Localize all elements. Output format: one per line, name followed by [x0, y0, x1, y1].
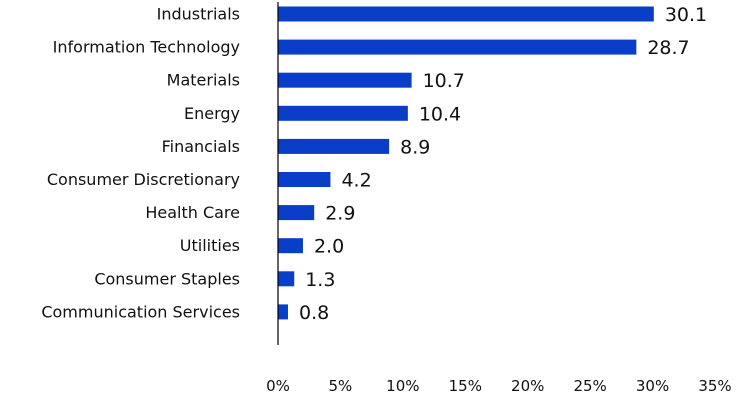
bar-utilities: [278, 238, 303, 254]
x-axis-ticks: 0% 5% 10% 15% 20% 25% 30% 35%: [266, 377, 732, 395]
value-label-communication-services: 0.8: [299, 302, 329, 324]
category-label-industrials: Industrials: [157, 5, 240, 24]
x-tick-label: 35%: [698, 377, 731, 395]
bar-energy: [278, 105, 408, 121]
x-tick-label: 5%: [329, 377, 353, 395]
x-tick-label: 25%: [573, 377, 606, 395]
x-tick-label: 10%: [386, 377, 419, 395]
category-label-energy: Energy: [184, 104, 240, 123]
value-label-consumer-staples: 1.3: [305, 269, 335, 291]
value-label-energy: 10.4: [419, 103, 461, 125]
bars-layer: [278, 6, 654, 320]
bar-industrials: [278, 6, 654, 22]
value-label-information-technology: 28.7: [647, 37, 689, 59]
category-label-health-care: Health Care: [145, 203, 240, 222]
value-label-materials: 10.7: [423, 70, 465, 92]
bar-materials: [278, 72, 412, 88]
value-label-health-care: 2.9: [325, 203, 355, 225]
x-tick-label: 30%: [636, 377, 669, 395]
bar-information-technology: [278, 39, 637, 55]
category-label-materials: Materials: [167, 71, 240, 90]
x-tick-label: 20%: [511, 377, 544, 395]
bar-health-care: [278, 205, 315, 221]
value-label-industrials: 30.1: [665, 4, 707, 26]
category-label-communication-services: Communication Services: [41, 302, 240, 321]
value-label-consumer-discretionary: 4.2: [341, 170, 371, 192]
x-tick-label: 15%: [449, 377, 482, 395]
category-label-information-technology: Information Technology: [53, 38, 240, 57]
x-tick-label: 0%: [266, 377, 290, 395]
value-label-financials: 8.9: [400, 136, 430, 158]
bar-consumer-discretionary: [278, 172, 331, 187]
bar-communication-services: [278, 304, 288, 320]
labels-layer: Industrials 30.1 Information Technology 28.…: [41, 4, 707, 324]
category-label-financials: Financials: [162, 137, 240, 156]
value-label-utilities: 2.0: [314, 236, 344, 258]
category-label-consumer-staples: Consumer Staples: [94, 269, 240, 288]
category-label-consumer-discretionary: Consumer Discretionary: [47, 170, 240, 189]
bar-consumer-staples: [278, 271, 295, 287]
category-label-utilities: Utilities: [180, 236, 240, 255]
bar-financials: [278, 138, 390, 154]
